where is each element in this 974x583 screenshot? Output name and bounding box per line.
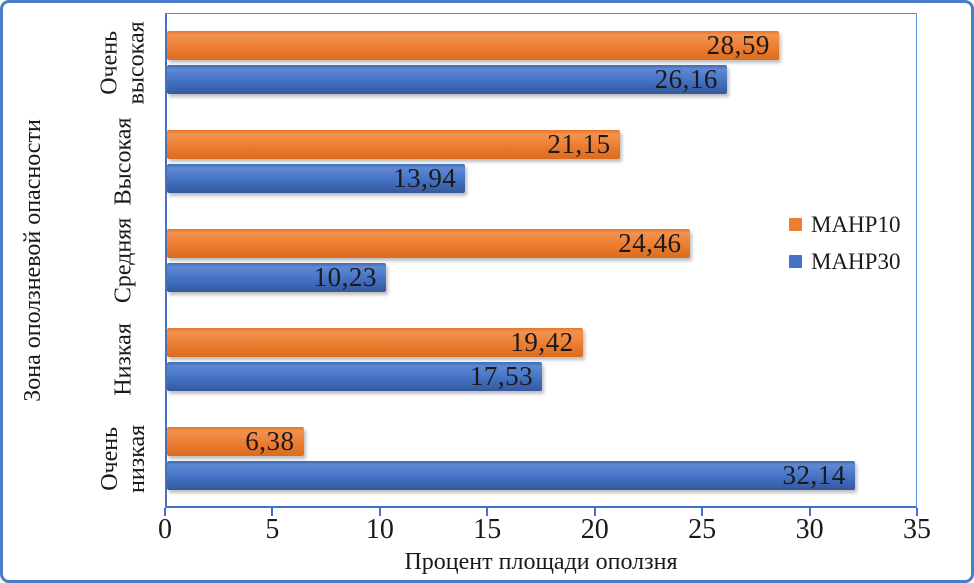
x-axis-tick-label: 25 [688, 514, 717, 545]
x-axis-tick-label: 15 [473, 514, 502, 545]
category-row: 19,42 17,53 [167, 311, 916, 410]
category-row: 24,46 10,23 [167, 212, 916, 311]
y-axis-category-labels: Очень высокая Высокая Средняя Низкая Очень н… [87, 13, 161, 508]
x-axis-tick-mark [593, 508, 596, 516]
x-axis-tick-label: 20 [580, 514, 609, 545]
x-axis-tick-mark [701, 508, 704, 516]
y-axis-title-text: Зона оползневой опасности [19, 119, 46, 402]
data-label: 6,38 [245, 426, 295, 456]
category-label: Очень высокая [87, 13, 161, 112]
legend-label: МАНР10 [811, 211, 901, 237]
category-row: 6,38 32,14 [167, 410, 916, 509]
legend: МАНР10 МАНР30 [789, 209, 900, 283]
x-axis-tick-mark [808, 508, 811, 516]
x-axis-tick-mark [271, 508, 274, 516]
category-label-text: Высокая [110, 117, 137, 206]
x-axis-tick-mark [378, 508, 381, 516]
bar-series1-cat4: 19,42 [167, 328, 583, 357]
x-axis-tick-mark [916, 508, 918, 516]
bar-series2-cat1: 26,16 [167, 65, 727, 94]
bar-series1-cat3: 24,46 [167, 228, 691, 258]
data-label: 19,42 [510, 327, 574, 357]
category-label-text: Очень высокая [97, 20, 151, 105]
x-axis-tick-mark [486, 508, 489, 516]
category-row: 28,59 26,16 [167, 14, 916, 113]
data-label: 17,53 [469, 361, 534, 391]
data-label: 32,14 [782, 460, 846, 490]
category-label: Очень низкая [87, 409, 161, 508]
x-axis-tick-label: 0 [158, 514, 172, 545]
legend-swatch-icon [789, 217, 802, 231]
data-label: 24,46 [618, 228, 682, 258]
y-axis-title: Зона оползневой опасности [9, 13, 57, 508]
data-label: 13,94 [393, 163, 457, 193]
category-label: Средняя [87, 211, 161, 310]
data-label: 21,15 [547, 129, 611, 159]
x-axis-tick-mark [164, 508, 166, 516]
x-axis-tick-label: 35 [903, 514, 931, 545]
category-row: 21,15 13,94 [167, 113, 916, 212]
category-label: Низкая [87, 310, 161, 409]
bar-series1-cat1: 28,59 [167, 31, 779, 60]
data-label: 28,59 [706, 30, 770, 60]
bar-series2-cat4: 17,53 [167, 361, 543, 391]
bar-series2-cat2: 13,94 [167, 163, 466, 193]
category-label-text: Очень низкая [97, 424, 150, 493]
data-label: 10,23 [313, 262, 377, 292]
bar-series2-cat5: 32,14 [167, 461, 855, 490]
x-axis-tick-label: 30 [795, 514, 824, 545]
legend-item: МАНР30 [789, 246, 900, 276]
x-axis-tick-label: 10 [365, 514, 394, 545]
legend-label: МАНР30 [811, 248, 901, 274]
bar-series2-cat3: 10,23 [167, 263, 386, 292]
data-label: 26,16 [654, 64, 718, 94]
plot-area: 28,59 26,16 21,15 13,94 24,46 10,23 19,42 17,53… [165, 13, 917, 508]
category-label-text: Низкая [110, 323, 137, 396]
bar-series1-cat2: 21,15 [167, 130, 620, 159]
legend-item: МАНР10 [789, 209, 900, 239]
legend-swatch-icon [789, 254, 802, 268]
x-axis-title: Процент площади оползня [404, 549, 678, 575]
category-label-text: Средняя [110, 217, 137, 304]
x-axis-tick-label: 5 [265, 514, 280, 545]
bar-series1-cat5: 6,38 [167, 427, 304, 456]
category-label: Высокая [87, 112, 161, 211]
